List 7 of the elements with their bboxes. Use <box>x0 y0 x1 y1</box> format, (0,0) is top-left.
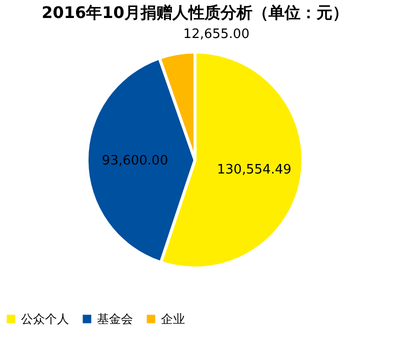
legend-label: 公众个人 <box>21 312 69 326</box>
legend-label: 基金会 <box>97 312 133 326</box>
chart-title: 2016年10月捐赠人性质分析（单位：元） <box>42 3 348 22</box>
data-label: 12,655.00 <box>183 26 250 42</box>
legend-label: 企业 <box>161 312 185 326</box>
data-label: 93,600.00 <box>102 153 168 168</box>
data-label: 130,554.49 <box>217 162 292 178</box>
